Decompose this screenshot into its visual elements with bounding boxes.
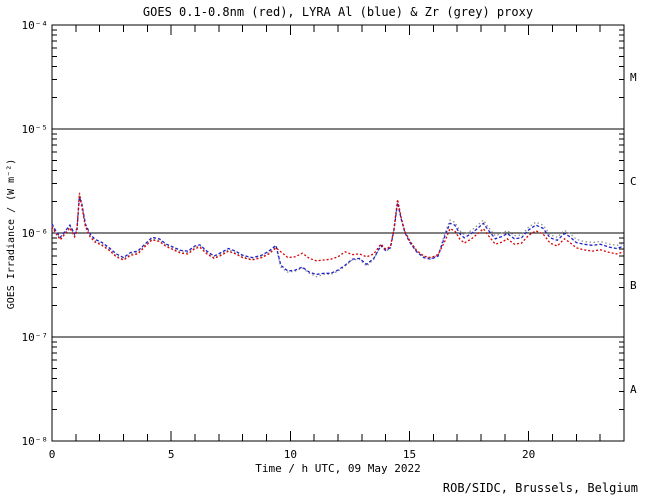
y-tick-label: 10⁻⁴ xyxy=(22,19,49,32)
chart-title: GOES 0.1-0.8nm (red), LYRA Al (blue) & Z… xyxy=(143,5,533,19)
flare-class-label: M xyxy=(630,71,637,84)
x-tick-label: 20 xyxy=(522,448,535,461)
flare-class-label: C xyxy=(630,175,637,188)
series-goes-0-1-0-8nm xyxy=(51,193,625,262)
series-lyra-zr-proxy xyxy=(51,192,625,278)
tick-labels: 0 5 10 15 20 10⁻⁴ 10⁻⁵ 10⁻⁶ 10⁻⁷ 10⁻⁸ M C B A xyxy=(22,19,638,461)
x-tick-label: 5 xyxy=(168,448,175,461)
x-tick-label: 15 xyxy=(403,448,416,461)
x-tick-label: 10 xyxy=(284,448,297,461)
axes xyxy=(51,24,625,442)
x-axis-label: Time / h UTC, 09 May 2022 xyxy=(255,462,421,475)
y-tick-label: 10⁻⁸ xyxy=(22,435,49,448)
y-tick-label: 10⁻⁶ xyxy=(22,227,49,240)
y-tick-label: 10⁻⁵ xyxy=(22,123,49,136)
flare-class-label: A xyxy=(630,383,637,396)
data-series xyxy=(51,192,625,278)
series-lyra-al-proxy xyxy=(51,197,625,276)
y-tick-label: 10⁻⁷ xyxy=(22,331,49,344)
y-axis-label: GOES Irradiance / (W m⁻²) xyxy=(6,159,17,310)
flare-class-label: B xyxy=(630,279,637,292)
credit-text: ROB/SIDC, Brussels, Belgium xyxy=(443,481,638,495)
x-tick-label: 0 xyxy=(49,448,56,461)
